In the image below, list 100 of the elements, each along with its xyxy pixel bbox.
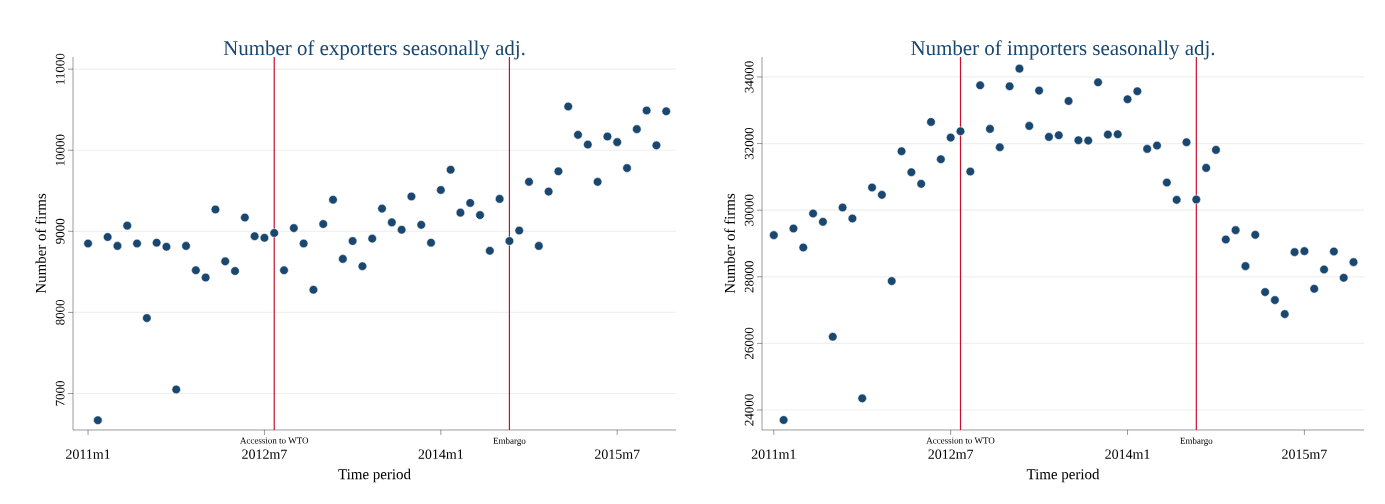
point — [122, 221, 132, 231]
point — [485, 246, 495, 256]
y-tick-label: 11000 — [55, 53, 65, 84]
point — [426, 238, 436, 248]
point — [995, 142, 1005, 152]
point — [867, 182, 877, 193]
point — [651, 140, 661, 150]
point — [788, 223, 798, 234]
point — [1319, 264, 1329, 275]
point — [338, 254, 348, 264]
point — [847, 213, 857, 224]
point — [328, 195, 338, 205]
point — [269, 228, 279, 238]
point — [1083, 136, 1093, 146]
point — [632, 124, 642, 134]
point — [1250, 230, 1260, 240]
point — [220, 256, 230, 266]
point — [1201, 163, 1211, 173]
point — [495, 194, 505, 204]
point — [593, 177, 603, 187]
point — [1172, 195, 1182, 205]
point — [161, 242, 171, 252]
point — [1339, 273, 1349, 283]
chart-title: Number of exporters seasonally adj. — [223, 40, 525, 60]
x-tick-label: 2012m7 — [242, 449, 287, 459]
point — [210, 204, 220, 214]
point — [553, 166, 563, 176]
point — [289, 223, 299, 233]
point — [1044, 132, 1054, 142]
point — [279, 265, 289, 275]
point — [1162, 177, 1172, 188]
point — [1024, 121, 1034, 131]
point — [1309, 284, 1319, 294]
point — [1299, 246, 1309, 256]
point — [808, 208, 818, 219]
point — [112, 241, 122, 251]
point — [838, 202, 848, 213]
point — [230, 266, 240, 276]
point — [387, 217, 397, 227]
point — [132, 238, 142, 249]
point — [455, 208, 465, 218]
y-tick-label: 9000 — [55, 218, 65, 244]
point — [1270, 295, 1280, 305]
point — [828, 332, 838, 342]
point — [171, 384, 181, 394]
point — [955, 126, 966, 136]
point — [965, 167, 975, 177]
point — [436, 185, 446, 195]
y-tick-label: 24000 — [744, 394, 754, 426]
point — [622, 163, 632, 173]
x-tick-label: 2011m1 — [751, 449, 796, 459]
point — [367, 234, 377, 244]
y-tick-label: 30000 — [744, 194, 754, 226]
point — [661, 106, 671, 116]
point — [259, 233, 269, 243]
point — [1191, 194, 1201, 205]
point — [534, 241, 544, 251]
y-axis-title: Number of firms — [724, 193, 735, 294]
point — [1221, 234, 1231, 245]
point — [504, 236, 514, 246]
point — [1181, 137, 1192, 147]
point — [769, 230, 779, 240]
point — [1260, 287, 1270, 297]
y-tick-label: 28000 — [744, 261, 754, 293]
point — [779, 415, 789, 425]
point — [946, 133, 956, 143]
point — [201, 272, 211, 283]
point — [1113, 129, 1123, 139]
y-tick-label: 7000 — [55, 381, 65, 406]
point — [916, 179, 926, 189]
point — [1211, 145, 1221, 155]
point — [103, 232, 113, 242]
point — [416, 220, 426, 230]
point — [1329, 246, 1339, 257]
point — [465, 198, 475, 208]
point — [798, 242, 808, 253]
point — [1290, 247, 1300, 257]
point — [308, 285, 318, 295]
point — [514, 225, 524, 236]
x-tick-label: 2012m7 — [928, 449, 974, 459]
point — [896, 146, 907, 156]
point — [475, 210, 485, 220]
point — [887, 276, 897, 286]
point — [1142, 144, 1152, 154]
chart-title: Number of importers seasonally adj. — [911, 40, 1215, 60]
point — [906, 167, 916, 177]
y-tick-label: 32000 — [744, 127, 754, 160]
point — [1054, 130, 1064, 140]
y-tick-label: 26000 — [744, 327, 754, 360]
ref-line-label: Embargo — [493, 437, 526, 446]
point — [1240, 261, 1250, 271]
point — [583, 140, 593, 150]
point — [318, 219, 328, 229]
point — [1280, 309, 1290, 319]
point — [406, 191, 416, 202]
point — [1014, 64, 1024, 74]
point — [1348, 257, 1359, 267]
point — [1064, 96, 1074, 106]
point — [936, 154, 946, 164]
point — [142, 313, 152, 323]
